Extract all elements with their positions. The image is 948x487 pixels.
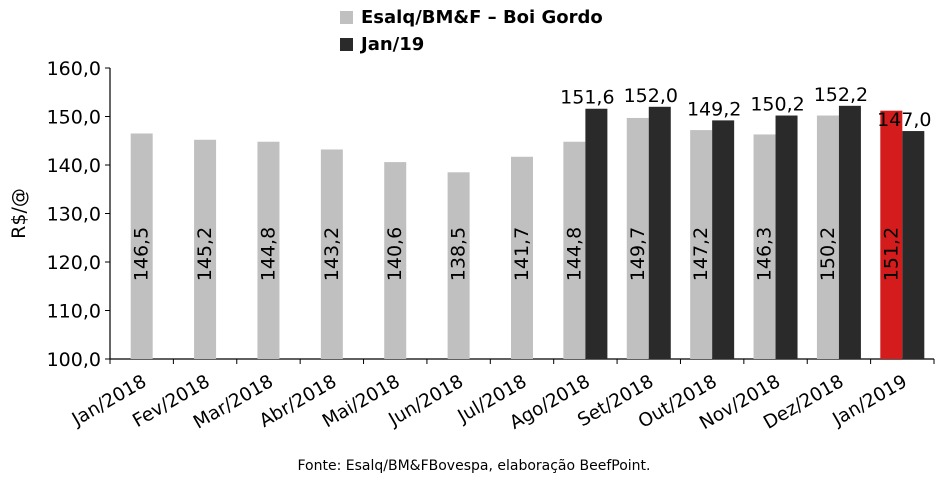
data-label-esalq: 150,2 <box>817 227 839 281</box>
bar-esalq <box>563 141 586 359</box>
bar-jan19 <box>838 105 861 359</box>
data-label-esalq: 145,2 <box>194 227 216 281</box>
bar-esalq <box>320 149 343 359</box>
data-label-jan19: 147,0 <box>877 109 931 131</box>
data-label-esalq: 149,7 <box>627 227 649 281</box>
data-label-jan19: 152,0 <box>624 85 678 107</box>
y-axis-title: R$/@ <box>8 188 30 239</box>
data-label-jan19: 150,2 <box>750 94 804 116</box>
bar-esalq <box>257 141 280 359</box>
legend-swatch-series-1 <box>340 11 353 24</box>
data-label-esalq: 141,7 <box>511 227 533 281</box>
legend-label-series-2: Jan/19 <box>361 34 425 55</box>
y-tick-label: 130,0 <box>47 204 101 226</box>
data-label-esalq: 147,2 <box>690 227 712 281</box>
data-label-esalq: 151,2 <box>880 227 902 281</box>
bar-esalq <box>626 117 649 359</box>
data-label-esalq: 144,8 <box>563 227 585 281</box>
bar-esalq <box>194 139 217 359</box>
data-label-esalq: 146,5 <box>131 227 153 281</box>
bar-esalq <box>880 110 903 360</box>
legend-item-series-2: Jan/19 <box>340 31 603 58</box>
chart-legend: Esalq/BM&F – Boi Gordo Jan/19 <box>340 4 603 58</box>
data-label-jan19: 149,2 <box>687 98 741 120</box>
y-tick-label: 150,0 <box>47 107 101 129</box>
bar-jan19 <box>585 108 608 360</box>
bar-jan19 <box>712 120 735 359</box>
bar-esalq <box>753 134 776 359</box>
bar-jan19 <box>775 115 798 359</box>
data-label-jan19: 152,2 <box>814 84 868 106</box>
y-tick-label: 110,0 <box>47 301 101 323</box>
bar-esalq <box>130 133 153 359</box>
data-label-esalq: 140,6 <box>384 227 406 281</box>
legend-item-series-1: Esalq/BM&F – Boi Gordo <box>340 4 603 31</box>
y-tick-label: 100,0 <box>47 349 101 371</box>
data-label-esalq: 146,3 <box>754 227 776 281</box>
bar-jan19 <box>648 106 671 359</box>
legend-label-series-1: Esalq/BM&F – Boi Gordo <box>361 7 603 28</box>
y-tick-label: 140,0 <box>47 155 101 177</box>
bar-esalq <box>511 156 533 359</box>
bar-esalq <box>384 162 407 359</box>
legend-swatch-series-2 <box>340 38 353 51</box>
data-label-esalq: 144,8 <box>257 227 279 281</box>
y-tick-label: 160,0 <box>47 58 101 80</box>
y-tick-label: 120,0 <box>47 252 101 274</box>
bar-esalq <box>447 172 470 359</box>
bar-esalq <box>816 115 839 359</box>
data-label-jan19: 151,6 <box>560 87 614 109</box>
data-label-esalq: 138,5 <box>448 227 470 281</box>
bar-esalq <box>690 130 713 359</box>
chart-source-note: Fonte: Esalq/BM&FBovespa, elaboração Bee… <box>297 458 651 474</box>
data-label-esalq: 143,2 <box>321 227 343 281</box>
bar-jan19 <box>902 131 925 359</box>
